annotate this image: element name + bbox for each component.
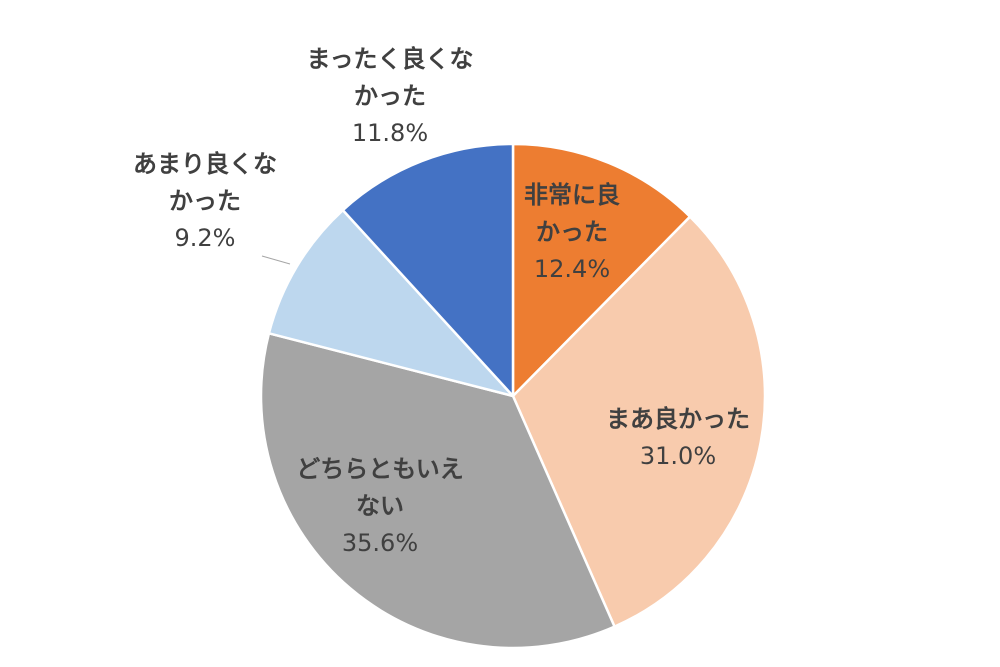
data-label-category: まあ良かった <box>606 405 750 433</box>
pie-slice-4 <box>267 208 515 398</box>
data-label-value: 35.6% <box>342 529 418 557</box>
data-label-category: ない <box>356 492 404 520</box>
leader-line-4 <box>261 255 291 265</box>
data-labels: 非常に良かった12.4%まあ良かった31.0%どちらともいえない35.6%あまり… <box>133 45 750 557</box>
data-label-value: 9.2% <box>175 224 236 252</box>
pie-slice-2 <box>511 215 767 628</box>
data-label-category: あまり良くな <box>133 150 277 178</box>
data-label-category: 非常に良 <box>524 181 620 209</box>
leader-lines <box>261 255 291 265</box>
data-label-value: 11.8% <box>352 119 428 147</box>
data-label-category: かった <box>354 82 426 110</box>
pie-slice-3 <box>259 332 616 650</box>
data-label-category: どちらともいえ <box>296 455 464 483</box>
data-label-category: かった <box>169 187 241 215</box>
data-label-value: 12.4% <box>534 255 610 283</box>
data-label-2: まあ良かった 31.0% <box>606 405 750 470</box>
pie-slice-1 <box>511 142 692 398</box>
data-label-category: まったく良くな <box>306 45 473 73</box>
data-label-value: 31.0% <box>640 442 716 470</box>
pie-slice-5 <box>341 142 515 398</box>
pie-slices <box>259 142 767 650</box>
data-label-category: かった <box>536 218 608 246</box>
